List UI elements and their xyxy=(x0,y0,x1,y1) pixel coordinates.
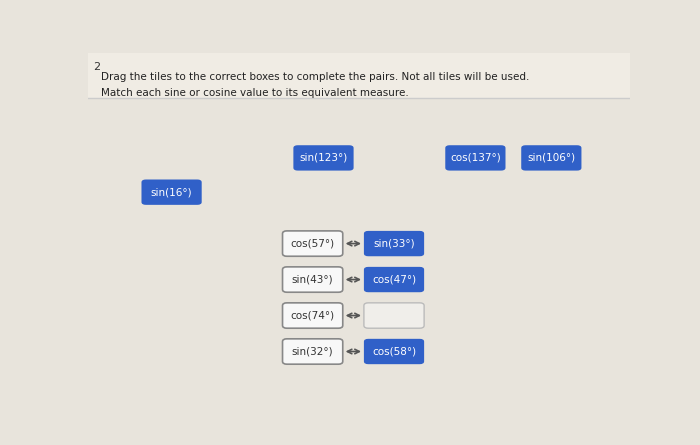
FancyBboxPatch shape xyxy=(283,303,343,328)
Text: sin(32°): sin(32°) xyxy=(292,347,333,356)
FancyBboxPatch shape xyxy=(364,303,424,328)
FancyBboxPatch shape xyxy=(522,145,582,170)
FancyBboxPatch shape xyxy=(293,145,354,170)
Text: sin(106°): sin(106°) xyxy=(527,153,575,163)
FancyBboxPatch shape xyxy=(364,267,424,292)
Text: cos(74°): cos(74°) xyxy=(290,311,335,320)
Text: cos(58°): cos(58°) xyxy=(372,347,416,356)
FancyBboxPatch shape xyxy=(283,231,343,256)
Text: Drag the tiles to the correct boxes to complete the pairs. Not all tiles will be: Drag the tiles to the correct boxes to c… xyxy=(101,73,529,82)
Text: cos(47°): cos(47°) xyxy=(372,275,416,284)
FancyBboxPatch shape xyxy=(364,231,424,256)
FancyBboxPatch shape xyxy=(364,339,424,364)
FancyBboxPatch shape xyxy=(141,179,202,205)
FancyBboxPatch shape xyxy=(445,145,505,170)
Text: sin(43°): sin(43°) xyxy=(292,275,333,284)
Text: cos(137°): cos(137°) xyxy=(450,153,500,163)
Text: 2: 2 xyxy=(93,62,100,72)
Text: sin(33°): sin(33°) xyxy=(373,239,415,249)
FancyBboxPatch shape xyxy=(283,339,343,364)
FancyBboxPatch shape xyxy=(88,53,630,98)
Text: Match each sine or cosine value to its equivalent measure.: Match each sine or cosine value to its e… xyxy=(101,88,409,98)
Text: sin(16°): sin(16°) xyxy=(150,187,193,197)
Text: sin(123°): sin(123°) xyxy=(300,153,348,163)
FancyBboxPatch shape xyxy=(283,267,343,292)
Text: cos(57°): cos(57°) xyxy=(290,239,335,249)
